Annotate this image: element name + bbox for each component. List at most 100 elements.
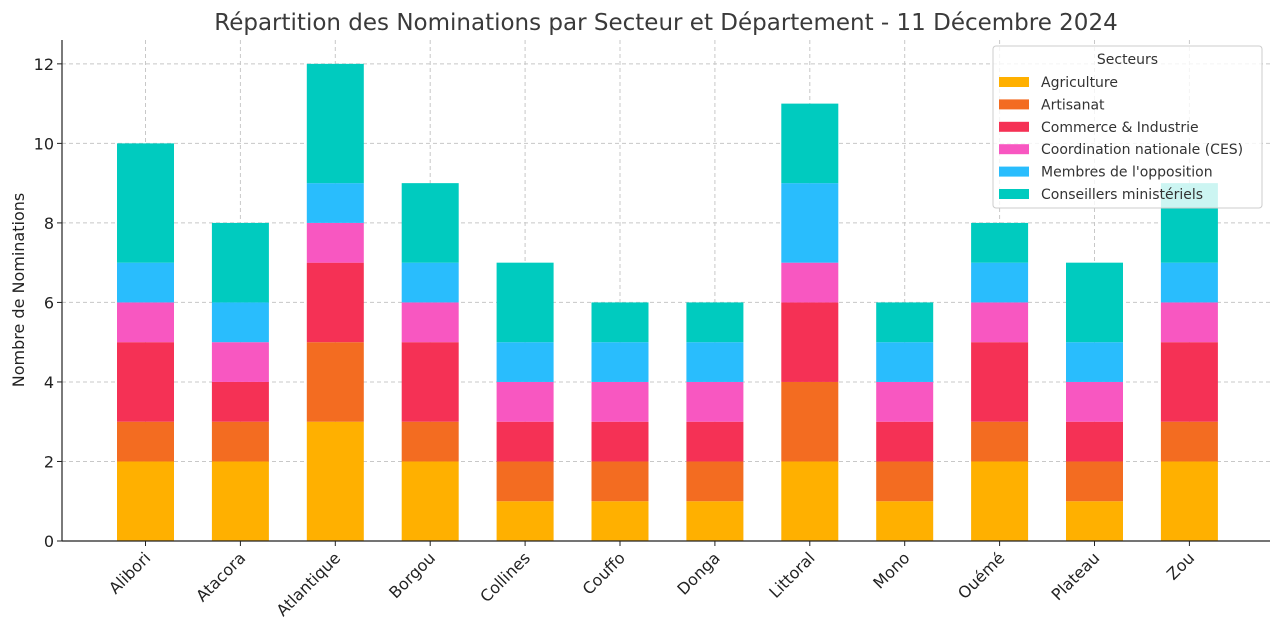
- bar-segment: [686, 461, 744, 502]
- y-axis-label: Nombre de Nominations: [9, 193, 28, 387]
- bar-segment: [306, 63, 364, 184]
- bar-segment: [306, 342, 364, 422]
- bar-segment: [591, 381, 649, 422]
- legend-items: Agriculture Artisanat Commerce & Industrie…: [999, 75, 1243, 203]
- bar-segment: [781, 262, 839, 303]
- bar-segment: [306, 222, 364, 263]
- bar-segment: [591, 461, 649, 502]
- bar-segment: [211, 381, 269, 422]
- bar-segment: [1160, 342, 1218, 422]
- bar-segment: [306, 262, 364, 343]
- legend: Secteurs Agriculture Artisanat Commerce & …: [992, 45, 1263, 209]
- bar-segment: [306, 183, 364, 223]
- y-tick-label: 12: [34, 55, 54, 74]
- bar-segment: [781, 461, 839, 541]
- bar-segment: [496, 381, 554, 422]
- x-tick-label: Plateau: [1047, 548, 1103, 604]
- bar-segment: [591, 342, 649, 382]
- bar-segment: [971, 342, 1029, 422]
- x-tick-label: Alibori: [105, 548, 154, 597]
- bar-segment: [591, 421, 649, 462]
- bar-segment: [1160, 461, 1218, 541]
- bar-segment: [117, 143, 174, 263]
- legend-label: Agriculture: [1041, 75, 1118, 91]
- bar-segment: [1160, 262, 1218, 303]
- bar-segment: [117, 262, 174, 303]
- bars: [117, 63, 1218, 541]
- y-tick-label: 4: [44, 373, 54, 392]
- legend-swatch: [999, 166, 1029, 177]
- x-tick-label: Mono: [869, 548, 913, 592]
- x-tick-label: Couffo: [579, 548, 629, 598]
- bar-segment: [401, 421, 459, 462]
- bar-segment: [1066, 381, 1123, 422]
- bar-segment: [1066, 342, 1123, 382]
- bar-segment: [117, 461, 174, 541]
- legend-swatch: [999, 77, 1029, 87]
- bar-segment: [117, 342, 174, 422]
- y-tick-label: 8: [44, 214, 54, 233]
- legend-label: Commerce & Industrie: [1041, 120, 1199, 136]
- bar-segment: [1066, 262, 1123, 343]
- bar-segment: [401, 342, 459, 422]
- x-tick-label: Collines: [476, 548, 534, 606]
- y-tick-label: 6: [44, 293, 54, 312]
- bar-segment: [211, 342, 269, 382]
- x-tick-label: Atlantique: [273, 548, 345, 620]
- bar-segment: [1066, 421, 1123, 462]
- bar-segment: [686, 302, 744, 343]
- bar-segment: [401, 183, 459, 263]
- bar-segment: [306, 421, 364, 541]
- bar-segment: [1160, 302, 1218, 343]
- x-tick-label: Donga: [673, 548, 723, 598]
- legend-label: Conseillers ministériels: [1041, 187, 1203, 203]
- bar-segment: [971, 262, 1029, 303]
- x-tick-label: Ouémé: [954, 548, 1008, 602]
- bar-segment: [496, 262, 554, 343]
- x-tick-label: Zou: [1163, 548, 1198, 583]
- bar-segment: [686, 421, 744, 462]
- legend-swatch: [999, 99, 1029, 110]
- bar-segment: [876, 461, 934, 502]
- bar-segment: [971, 461, 1029, 541]
- axes: [57, 40, 1270, 546]
- x-tick-label: Atacora: [192, 548, 249, 605]
- bar-segment: [496, 421, 554, 462]
- bar-segment: [496, 461, 554, 502]
- bar-segment: [591, 302, 649, 343]
- bar-segment: [496, 501, 554, 541]
- bar-segment: [1066, 461, 1123, 502]
- bar-segment: [496, 342, 554, 382]
- bar-segment: [211, 222, 269, 303]
- legend-title: Secteurs: [1097, 52, 1158, 68]
- x-tick-label: Littoral: [765, 548, 818, 601]
- bar-segment: [686, 381, 744, 422]
- chart-title: Répartition des Nominations par Secteur …: [214, 10, 1117, 36]
- bar-segment: [876, 501, 934, 541]
- bar-segment: [117, 421, 174, 462]
- bar-segment: [401, 302, 459, 343]
- bar-segment: [781, 381, 839, 462]
- bar-segment: [686, 501, 744, 541]
- bar-segment: [781, 103, 839, 184]
- y-tick-label: 10: [34, 134, 54, 153]
- bar-segment: [781, 183, 839, 263]
- bar-segment: [781, 302, 839, 382]
- bar-segment: [971, 222, 1029, 263]
- bar-segment: [876, 421, 934, 462]
- y-tick-label: 2: [44, 452, 54, 471]
- bar-segment: [401, 461, 459, 541]
- bar-segment: [876, 342, 934, 382]
- bar-segment: [1160, 421, 1218, 462]
- bar-segment: [876, 381, 934, 422]
- bar-segment: [211, 302, 269, 343]
- y-tick-label: 0: [44, 532, 54, 551]
- bar-segment: [971, 421, 1029, 462]
- legend-label: Artisanat: [1041, 97, 1105, 113]
- legend-swatch: [999, 144, 1029, 155]
- legend-swatch: [999, 189, 1029, 199]
- legend-box: [992, 45, 1263, 209]
- bar-segment: [1066, 501, 1123, 541]
- bar-segment: [876, 302, 934, 343]
